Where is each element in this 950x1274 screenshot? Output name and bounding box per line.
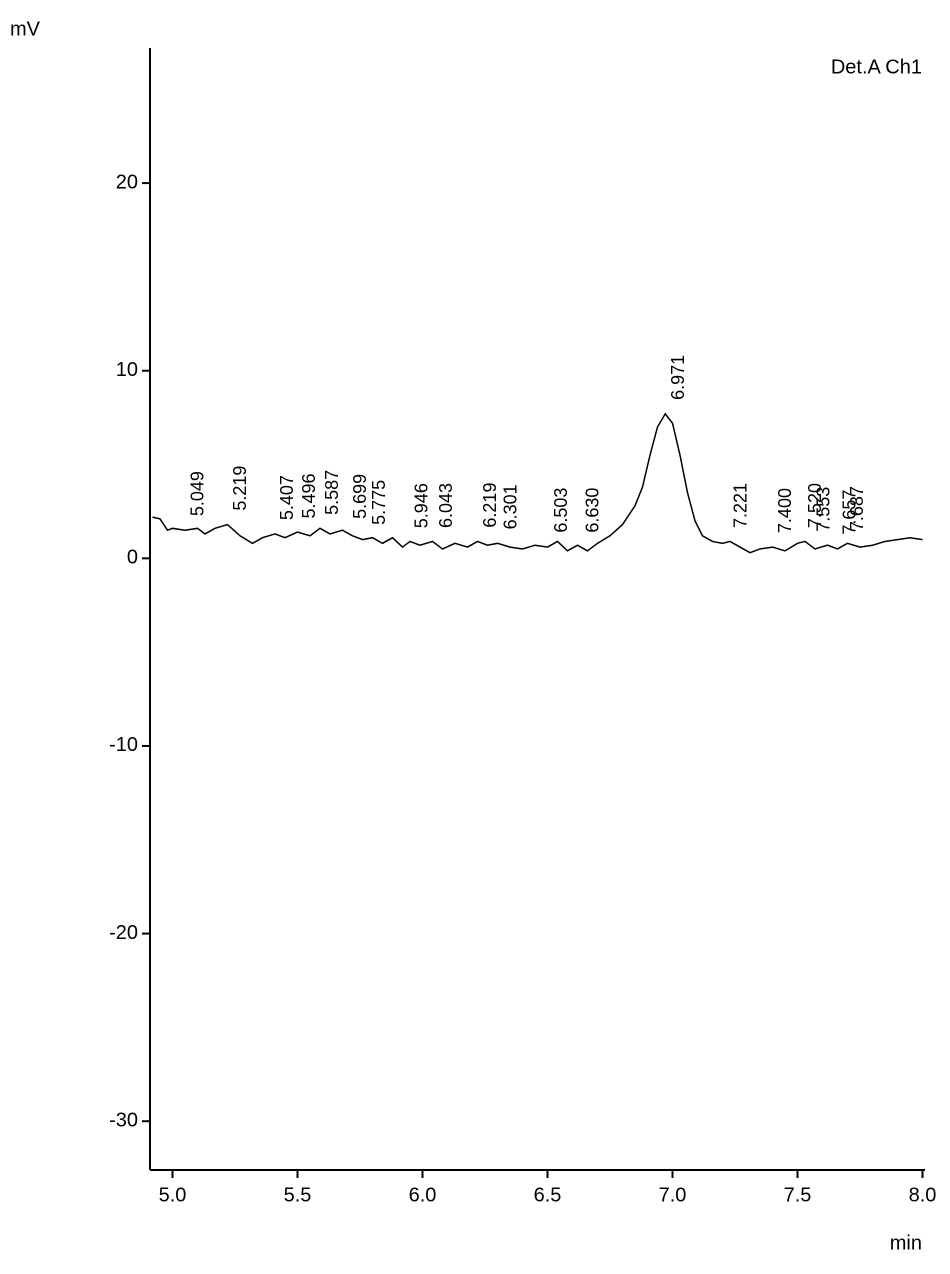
y-tick-label: -30 bbox=[109, 1109, 138, 1131]
peak-label: 7.553 bbox=[814, 487, 834, 532]
x-tick-label: 7.5 bbox=[784, 1184, 812, 1206]
x-tick-label: 6.0 bbox=[409, 1184, 437, 1206]
peak-label: 6.301 bbox=[501, 484, 521, 529]
x-tick-label: 5.5 bbox=[284, 1184, 312, 1206]
peak-label: 7.687 bbox=[847, 486, 867, 531]
x-tick-label: 8.0 bbox=[909, 1184, 937, 1206]
x-tick-label: 6.5 bbox=[534, 1184, 562, 1206]
signal-line bbox=[152, 412, 923, 554]
peak-label: 6.219 bbox=[480, 483, 500, 528]
peak-label: 5.946 bbox=[412, 483, 432, 528]
peak-label: 5.407 bbox=[277, 475, 297, 520]
peak-label: 6.630 bbox=[583, 488, 603, 533]
x-tick-label: 7.0 bbox=[659, 1184, 687, 1206]
peak-label: 5.587 bbox=[322, 470, 342, 515]
x-tick-label: 5.0 bbox=[159, 1184, 187, 1206]
peak-label: 6.503 bbox=[551, 488, 571, 533]
peak-label: 5.049 bbox=[188, 471, 208, 516]
peak-label: 7.221 bbox=[731, 483, 751, 528]
peak-label: 6.971 bbox=[668, 355, 688, 400]
peak-label: 7.657 bbox=[840, 490, 860, 535]
peak-label: 5.496 bbox=[299, 473, 319, 518]
y-unit: mV bbox=[10, 18, 41, 40]
legend: Det.A Ch1 bbox=[831, 56, 922, 78]
y-tick-label: 10 bbox=[116, 359, 138, 381]
y-tick-label: -10 bbox=[109, 734, 138, 756]
peak-label: 6.043 bbox=[436, 483, 456, 528]
x-unit: min bbox=[890, 1232, 922, 1254]
y-tick-label: 20 bbox=[116, 171, 138, 193]
peak-label: 5.775 bbox=[369, 480, 389, 525]
peak-label: 5.699 bbox=[350, 474, 370, 519]
peak-label: 7.400 bbox=[775, 488, 795, 533]
peak-label: 7.520 bbox=[805, 483, 825, 528]
peak-label: 5.219 bbox=[230, 466, 250, 511]
y-tick-label: -20 bbox=[109, 922, 138, 944]
y-tick-label: 0 bbox=[127, 547, 138, 569]
